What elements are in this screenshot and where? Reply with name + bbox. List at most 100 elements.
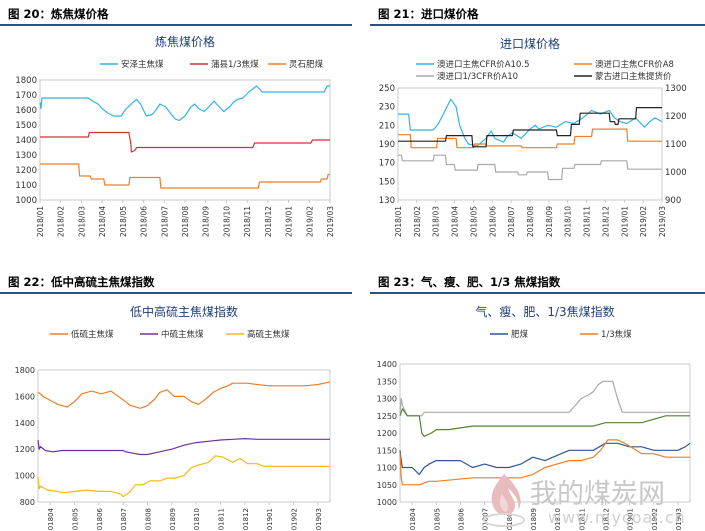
x-tick-label: 2019/01 bbox=[620, 206, 629, 237]
panel-header-text: 图 20：炼焦煤价格 bbox=[8, 7, 109, 21]
y-tick-label: 800 bbox=[20, 498, 35, 507]
x-tick-label: 2018/05 bbox=[469, 206, 478, 237]
y-tick-label: 1400 bbox=[15, 136, 37, 146]
chart-title: 进口煤价格 bbox=[500, 36, 560, 51]
x-tick-label: 2018/01 bbox=[394, 206, 403, 237]
x-tick-label: 201901 bbox=[266, 508, 274, 531]
plot-frame bbox=[37, 369, 331, 503]
legend-label: 高硫主焦煤 bbox=[247, 329, 290, 340]
panel-header-text: 图 21：进口煤价格 bbox=[378, 7, 479, 21]
y-tick-label: 1200 bbox=[377, 429, 397, 438]
series-line bbox=[37, 438, 330, 456]
legend-label: 澳进口主焦CFR价A10.5 bbox=[437, 59, 529, 70]
x-tick-label: 201804 bbox=[409, 507, 417, 531]
x-tick-label: 2018/12 bbox=[601, 206, 610, 237]
legend-label: 澳进口1/3CFR价A10 bbox=[437, 71, 518, 82]
legend-label: 蒲县1/3焦煤 bbox=[211, 59, 259, 70]
flame-logo-icon bbox=[483, 474, 525, 527]
x-tick-label: 2018/07 bbox=[160, 206, 169, 237]
series-line bbox=[40, 131, 330, 153]
x-tick-label: 2019/01 bbox=[285, 206, 294, 237]
y-tick-label: 1800 bbox=[15, 76, 37, 86]
y-tick-label: 1300 bbox=[15, 151, 37, 161]
y-tick-label: 230 bbox=[379, 103, 395, 113]
x-tick-label: 2018/11 bbox=[583, 206, 592, 237]
y-tick-label: 1800 bbox=[15, 366, 35, 375]
series-line bbox=[40, 163, 330, 189]
x-tick-label: 201809 bbox=[169, 508, 177, 531]
panel-header: 图 23：气、瘦、肥、1/3 焦煤指数 bbox=[370, 268, 705, 294]
x-tick-label: 201808 bbox=[145, 508, 153, 531]
x-tick-label: 2018/04 bbox=[451, 206, 460, 237]
x-tick-label: 2018/04 bbox=[98, 206, 107, 237]
legend-label: 安泽主焦煤 bbox=[121, 59, 164, 70]
x-tick-label: 201805 bbox=[72, 508, 80, 531]
x-tick-label: 2018/06 bbox=[488, 206, 497, 237]
x-tick-label: 2019/02 bbox=[639, 206, 648, 237]
x-tick-label: 2018/11 bbox=[243, 206, 252, 237]
y-tick-label: 1000 bbox=[15, 196, 37, 206]
y-tick-label: 1700 bbox=[15, 91, 37, 101]
legend-label: 中硫主焦煤 bbox=[161, 329, 204, 340]
x-tick-label: 2018/10 bbox=[564, 206, 573, 237]
panel-header: 图 20：炼焦煤价格 bbox=[0, 0, 352, 26]
y-tick-label: 1100 bbox=[377, 464, 397, 473]
x-tick-label: 201806 bbox=[96, 507, 104, 531]
x-tick-label: 2019/03 bbox=[326, 206, 335, 237]
panel-coking-coal-price: 图 20：炼焦煤价格 炼焦煤价格 1000 1100 1200 1300 1400 1500… bbox=[0, 0, 352, 262]
panel-header-text: 图 23：气、瘦、肥、1/3 焦煤指数 bbox=[378, 275, 561, 289]
series-line bbox=[398, 106, 662, 148]
chart-coal-type-index: 气、瘦、肥、1/3焦煤指数 1000 1050 1100 1150 1200 1250 130… bbox=[377, 304, 691, 531]
chart-title: 低中高硫主焦煤指数 bbox=[130, 304, 238, 319]
x-tick-label: 2018/10 bbox=[222, 206, 231, 237]
x-tick-label: 2018/09 bbox=[202, 206, 211, 237]
watermark-title: 我的煤炭网 bbox=[530, 479, 665, 510]
legend-label: 澳进口主焦CFR价A8 bbox=[595, 59, 674, 70]
y-tick-label: 1250 bbox=[377, 412, 397, 421]
chart-title: 气、瘦、肥、1/3焦煤指数 bbox=[475, 304, 614, 319]
y2-tick-label: 1000 bbox=[665, 168, 687, 178]
y-tick-label: 130 bbox=[379, 196, 395, 206]
y-tick-label: 1600 bbox=[15, 106, 37, 116]
panel-coal-type-index: 图 23：气、瘦、肥、1/3 焦煤指数 气、瘦、肥、1/3焦煤指数 1000 105… bbox=[370, 268, 705, 531]
x-tick-label: 201811 bbox=[218, 508, 226, 531]
legend-label: 1/3焦煤 bbox=[601, 329, 632, 340]
panel-sulfur-index: 图 22：低中高硫主焦煤指数 低中高硫主焦煤指数 800 1000 1200 1400 1… bbox=[0, 268, 352, 531]
y2-tick-label: 1300 bbox=[665, 84, 687, 94]
y-tick-label: 1300 bbox=[377, 395, 397, 404]
x-tick-label: 2018/08 bbox=[181, 206, 190, 237]
x-tick-label: 201812 bbox=[602, 508, 610, 531]
x-tick-label: 201809 bbox=[530, 508, 538, 531]
x-tick-label: 2018/03 bbox=[432, 206, 441, 237]
y-tick-label: 1200 bbox=[15, 445, 35, 454]
series-line bbox=[399, 380, 690, 417]
x-tick-label: 2018/01 bbox=[36, 206, 45, 237]
series-line bbox=[398, 154, 662, 181]
x-tick-label: 201812 bbox=[242, 508, 250, 531]
x-tick-label: 2018/05 bbox=[119, 206, 128, 237]
panel-header: 图 21：进口煤价格 bbox=[370, 0, 705, 26]
series-line bbox=[37, 455, 330, 498]
y2-tick-label: 1100 bbox=[665, 140, 687, 150]
x-tick-label: 201901 bbox=[627, 508, 635, 531]
x-tick-label: 2018/02 bbox=[57, 206, 66, 237]
x-tick-label: 201804 bbox=[47, 507, 55, 531]
series-line bbox=[399, 408, 690, 437]
y-tick-label: 1350 bbox=[377, 377, 397, 386]
watermark: 我的煤炭网 www.mycoal.cn bbox=[478, 470, 705, 531]
legend-label: 灵石肥煤 bbox=[289, 59, 324, 70]
y-tick-label: 1100 bbox=[15, 181, 37, 191]
x-tick-label: 2018/06 bbox=[140, 206, 149, 237]
legend-label: 低硫主焦煤 bbox=[71, 329, 114, 340]
x-tick-label: 2018/03 bbox=[77, 206, 86, 237]
panel-header-text: 图 22：低中高硫主焦煤指数 bbox=[8, 275, 155, 289]
y-tick-label: 210 bbox=[379, 121, 395, 131]
legend-label: 蒙古进口主焦提货价 bbox=[595, 71, 672, 82]
y-tick-label: 190 bbox=[379, 140, 395, 150]
chart-imported-coal-price: 进口煤价格 130 150 170 190 210 230 250 900 1000 1100 120… bbox=[379, 36, 687, 237]
x-tick-label: 201902 bbox=[291, 508, 299, 531]
x-tick-label: 201805 bbox=[433, 508, 441, 531]
series-line bbox=[398, 128, 662, 149]
series-line bbox=[39, 85, 330, 122]
x-tick-label: 2018/09 bbox=[545, 206, 554, 237]
